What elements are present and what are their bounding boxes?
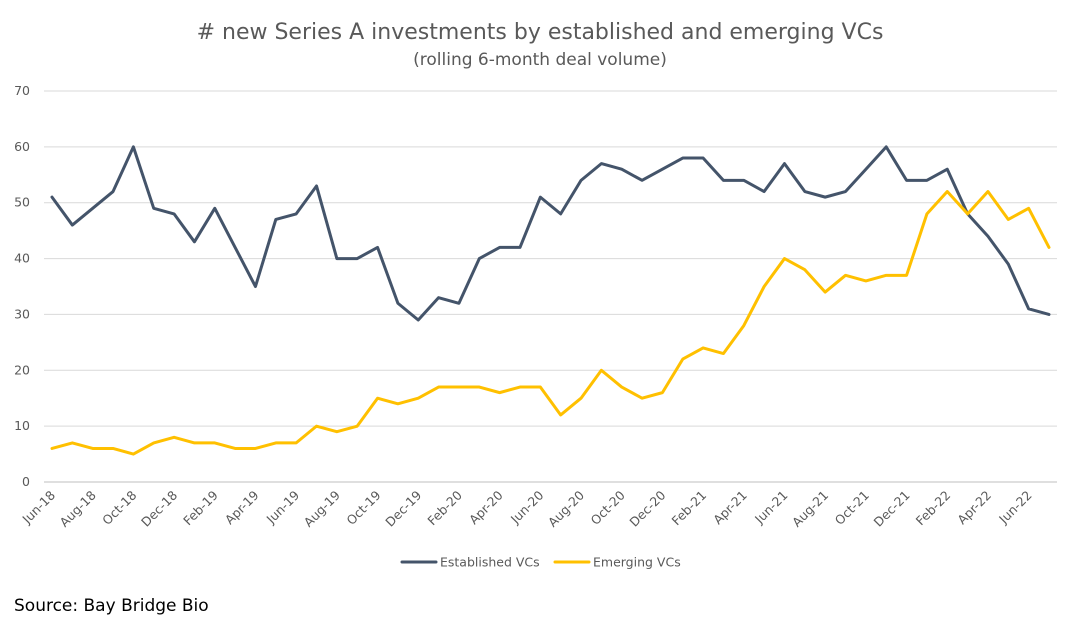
series-line-emerging-vcs xyxy=(50,190,1051,456)
x-tick-label: Dec-20 xyxy=(626,487,668,529)
y-tick-label: 10 xyxy=(14,418,30,433)
y-tick-label: 50 xyxy=(14,195,30,210)
series-line-established-vcs xyxy=(50,145,1051,322)
y-tick-label: 20 xyxy=(14,362,30,377)
x-tick-label: Dec-18 xyxy=(138,487,180,529)
series-group xyxy=(50,145,1051,456)
x-tick-label: Dec-21 xyxy=(871,488,913,530)
x-tick-label: Oct-21 xyxy=(832,488,872,528)
y-tick-label: 70 xyxy=(14,83,30,98)
x-tick-label: Jun-18 xyxy=(19,487,59,527)
x-tick-label: Aug-21 xyxy=(789,488,831,530)
chart-title: # new Series A investments by establishe… xyxy=(197,20,884,45)
x-tick-label: Oct-19 xyxy=(343,487,383,527)
gridlines xyxy=(44,90,1057,483)
x-tick-label: Feb-21 xyxy=(669,488,710,529)
y-tick-label: 30 xyxy=(14,306,30,321)
legend-label: Emerging VCs xyxy=(593,555,681,570)
x-tick-label: Apr-19 xyxy=(222,487,262,527)
source-note: Source: Bay Bridge Bio xyxy=(14,596,209,616)
line-chart: # new Series A investments by establishe… xyxy=(14,20,1057,570)
x-tick-label: Oct-18 xyxy=(99,487,139,527)
y-tick-label: 40 xyxy=(14,251,30,266)
x-tick-label: Apr-21 xyxy=(710,488,750,528)
x-tick-label: Feb-19 xyxy=(180,487,221,528)
x-tick-label: Jun-20 xyxy=(507,487,547,527)
x-tick-label: Dec-19 xyxy=(382,487,424,529)
x-tick-label: Apr-22 xyxy=(954,488,994,528)
y-tick-label: 60 xyxy=(14,139,30,154)
x-tick-label: Feb-20 xyxy=(424,487,465,528)
y-tick-label: 0 xyxy=(22,474,30,489)
y-axis: 0 10 20 30 40 50 60 70 xyxy=(14,83,30,489)
x-tick-label: Jun-21 xyxy=(751,488,791,528)
legend: Established VCs Emerging VCs xyxy=(400,555,681,570)
x-tick-label: Jun-22 xyxy=(995,488,1035,528)
x-tick-label: Jun-19 xyxy=(263,487,303,527)
x-tick-label: Feb-22 xyxy=(913,488,954,529)
chart-subtitle: (rolling 6-month deal volume) xyxy=(413,50,667,70)
x-tick-label: Aug-19 xyxy=(301,487,343,529)
x-tick-label: Aug-20 xyxy=(545,487,587,529)
legend-label: Established VCs xyxy=(440,555,540,570)
x-tick-label: Apr-20 xyxy=(466,487,506,527)
x-tick-label: Oct-20 xyxy=(588,487,628,527)
x-tick-label: Aug-18 xyxy=(57,487,99,529)
